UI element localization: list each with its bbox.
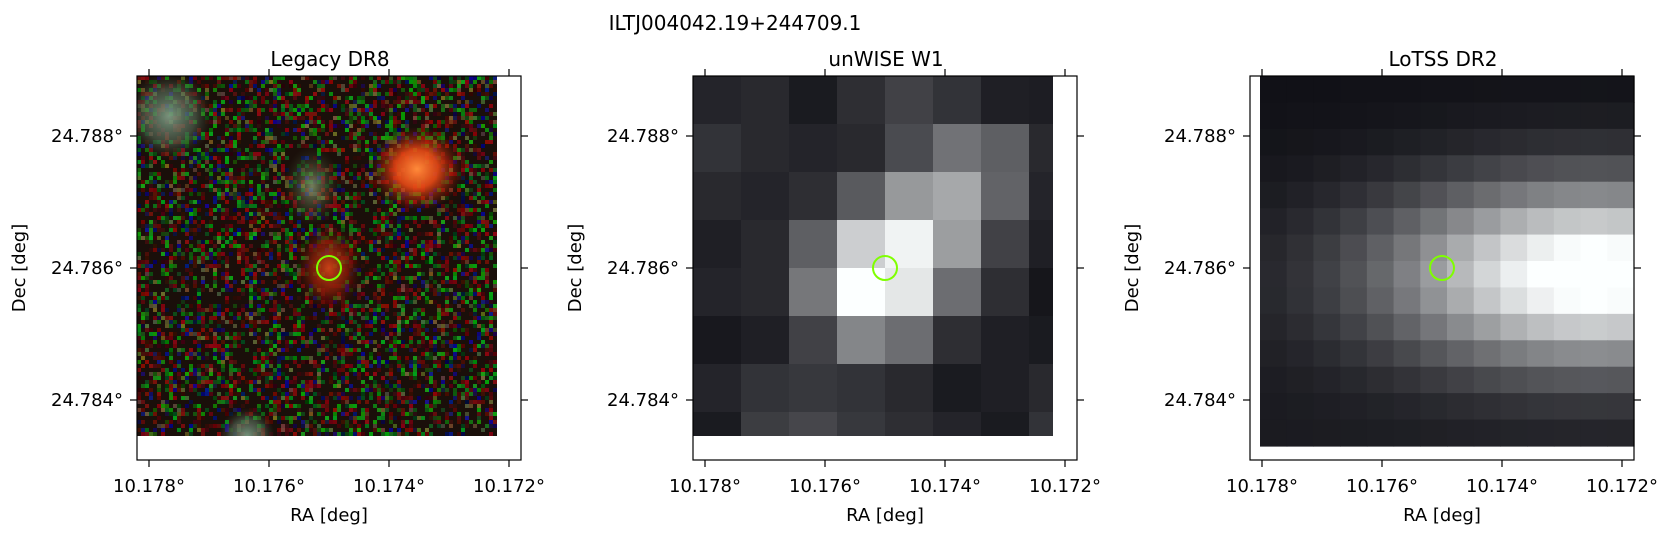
y-tick-label: 24.786°: [51, 258, 123, 279]
grey-source-topleft: [137, 76, 213, 160]
y-axis-label: Dec [deg]: [565, 224, 586, 313]
panel-lotss-dr2: LoTSS DR2 10.178° 10.176° 10.174° 10.172° 24…: [1122, 47, 1658, 526]
panel-title: LoTSS DR2: [1388, 47, 1497, 71]
y-tick-label: 24.784°: [1164, 390, 1236, 411]
y-tick-label: 24.788°: [607, 126, 679, 147]
x-tick-label: 10.172°: [1586, 476, 1658, 497]
x-tick-label: 10.176°: [233, 476, 305, 497]
radio-pixel-grid: [1260, 76, 1635, 447]
grey-source-bottom: [219, 408, 275, 436]
x-tick-label: 10.172°: [473, 476, 545, 497]
x-axis-label: RA [deg]: [1403, 505, 1481, 526]
infrared-pixel-grid: [693, 76, 1053, 436]
x-tick-label: 10.172°: [1029, 476, 1101, 497]
y-axis-label: Dec [deg]: [9, 224, 30, 313]
y-tick-label: 24.784°: [51, 390, 123, 411]
x-axis-label: RA [deg]: [846, 505, 924, 526]
y-tick-label: 24.786°: [607, 258, 679, 279]
orange-bright-source: [371, 127, 463, 211]
y-tick-label: 24.788°: [1164, 126, 1236, 147]
central-red-source: [295, 224, 363, 312]
x-tick-label: 10.176°: [789, 476, 861, 497]
y-tick-label: 24.784°: [607, 390, 679, 411]
green-faint-source: [284, 146, 340, 226]
target-marker: [1429, 255, 1455, 281]
y-axis-label: Dec [deg]: [1122, 224, 1143, 313]
y-tick-label: 24.786°: [1164, 258, 1236, 279]
x-tick-label: 10.174°: [353, 476, 425, 497]
x-tick-label: 10.174°: [1466, 476, 1538, 497]
target-marker: [316, 255, 342, 281]
panel-title: Legacy DR8: [270, 47, 389, 71]
x-tick-label: 10.178°: [113, 476, 185, 497]
y-tick-label: 24.788°: [51, 126, 123, 147]
panel-unwise-w1: unWISE W1 10.178° 10.176° 10.174° 10.172° 24…: [565, 47, 1101, 526]
target-marker: [872, 255, 898, 281]
panel-legacy-dr8: Legacy DR8 10.178° 10.176° 10.174° 10.172° 2…: [9, 47, 545, 526]
x-tick-label: 10.178°: [669, 476, 741, 497]
x-tick-label: 10.178°: [1226, 476, 1298, 497]
x-axis-label: RA [deg]: [290, 505, 368, 526]
x-tick-label: 10.176°: [1346, 476, 1418, 497]
figure-title: ILTJ004042.19+244709.1: [609, 11, 862, 35]
panel-title: unWISE W1: [828, 47, 943, 71]
x-tick-label: 10.174°: [909, 476, 981, 497]
